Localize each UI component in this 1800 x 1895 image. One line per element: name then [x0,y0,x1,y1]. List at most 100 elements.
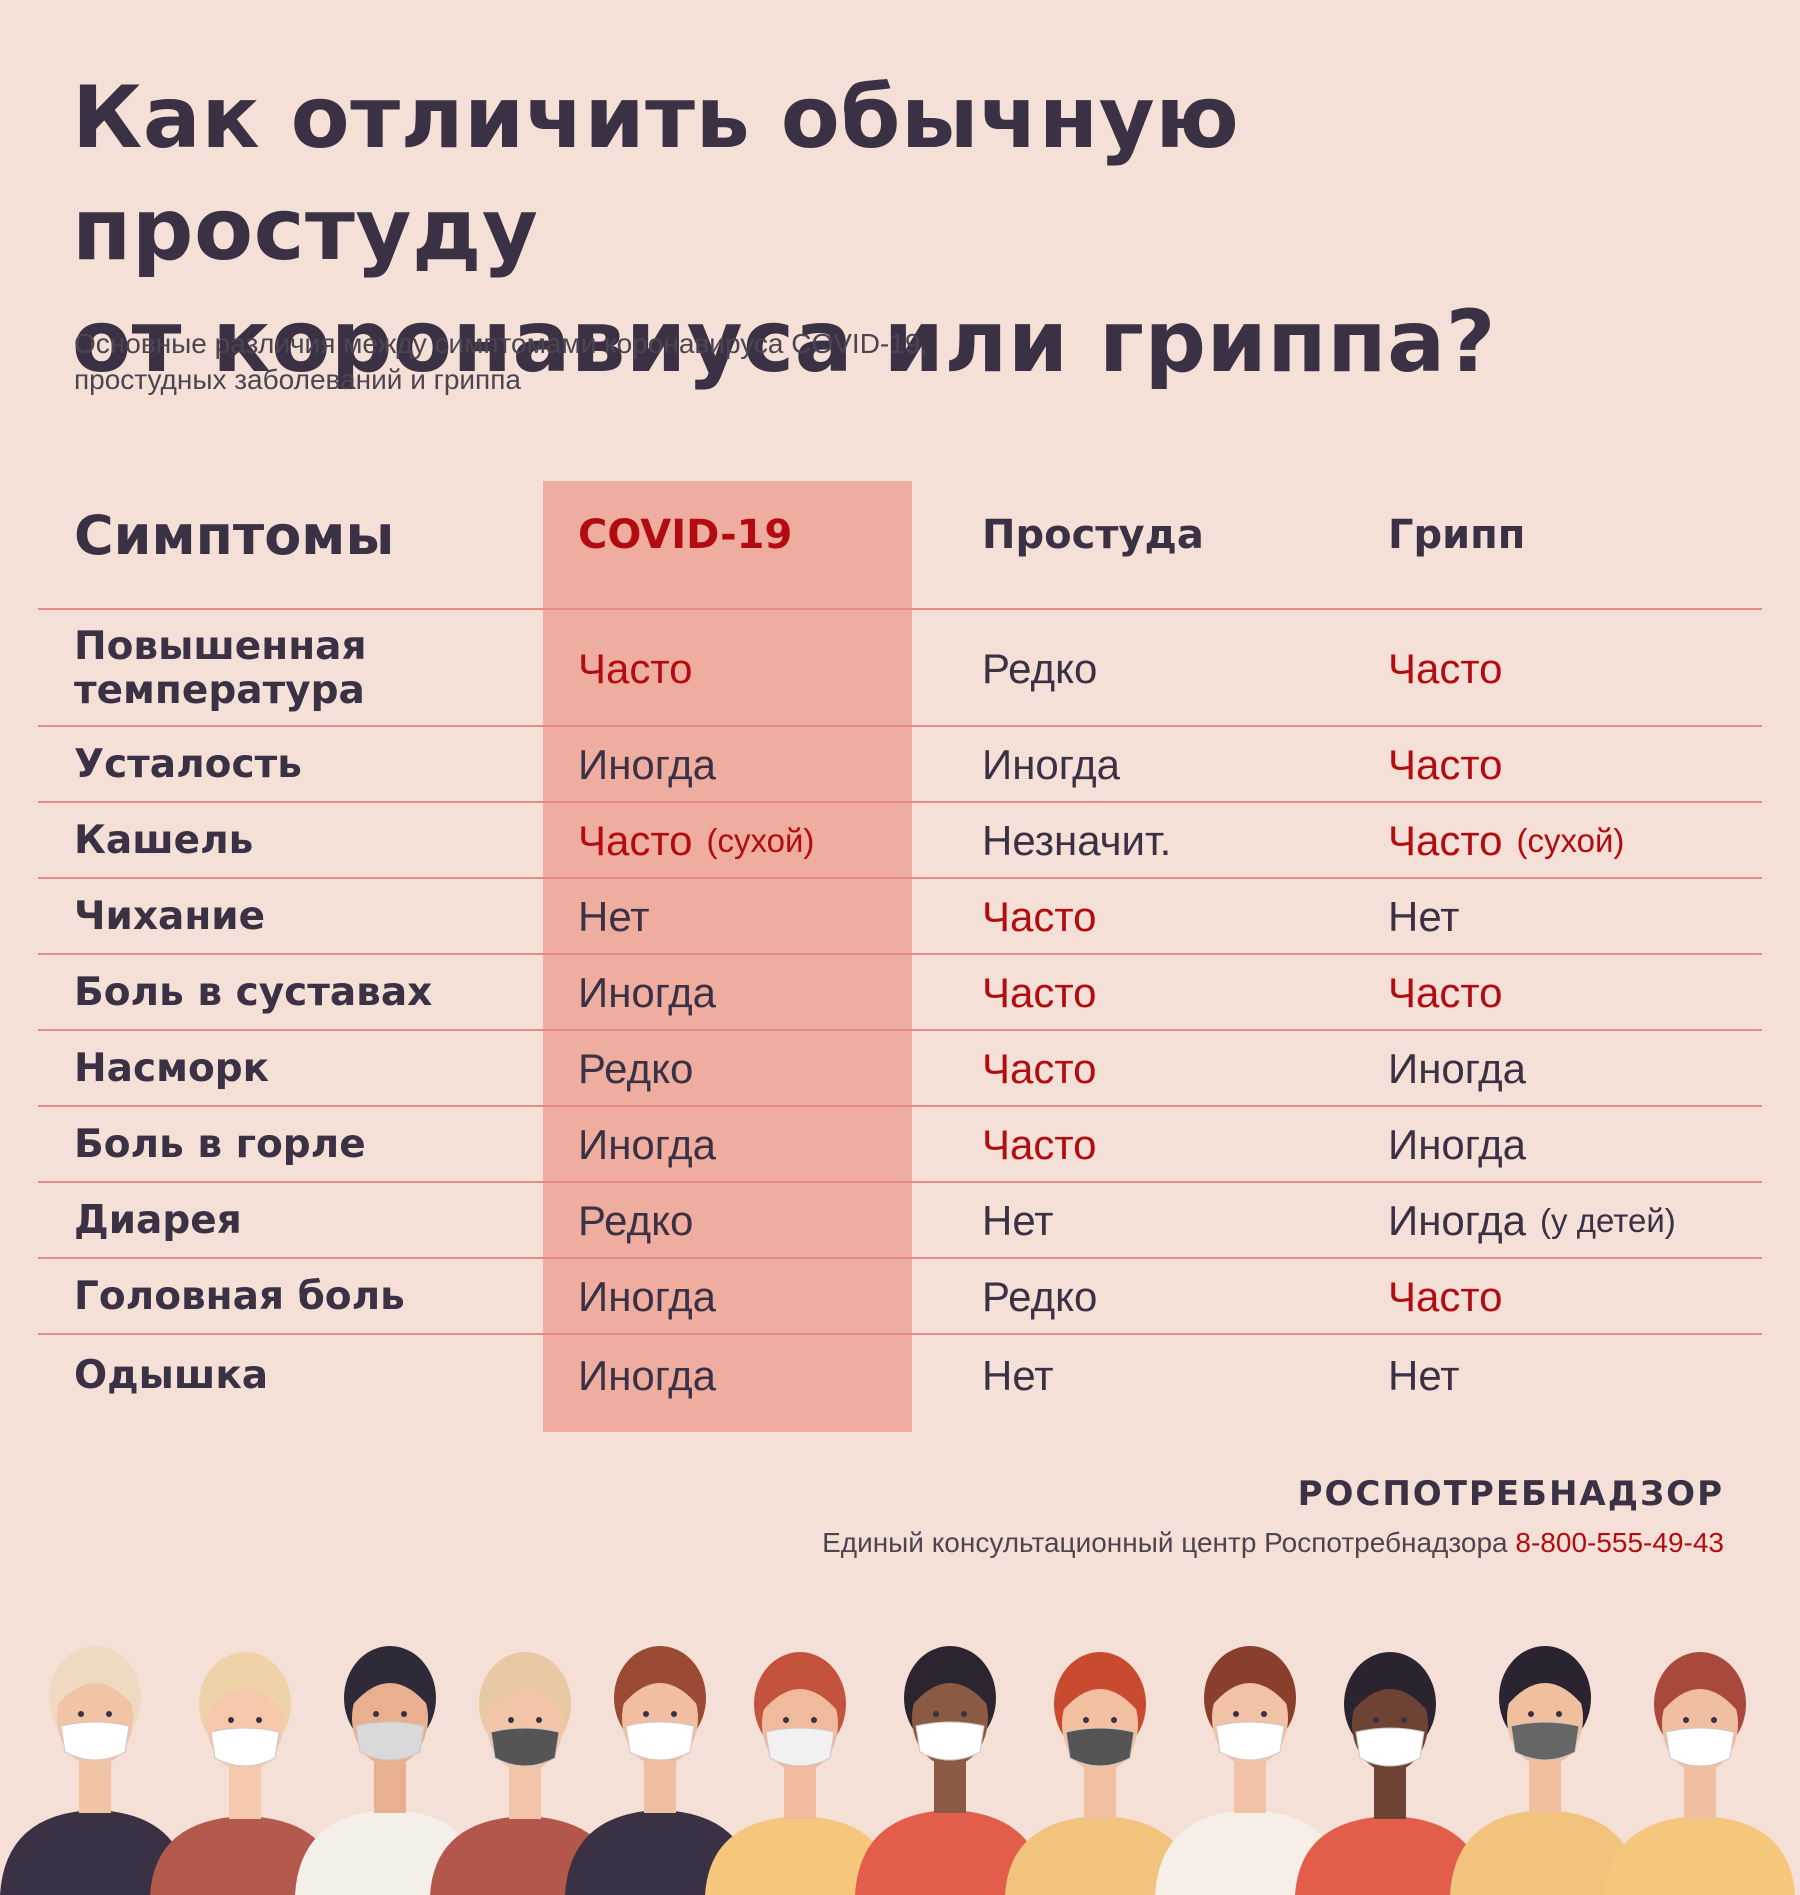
cell-covid-value: Редко [578,1197,694,1244]
org-name: РОСПОТРЕБНАДЗОР [1297,1474,1724,1514]
cell-cold: Часто [982,955,1096,1031]
title-line-1: Как отличить обычную простуду [72,68,1240,280]
cell-cold-value: Часто [982,969,1097,1016]
cell-flu: Часто [1388,1259,1502,1335]
cell-flu-value: Часто [1388,969,1503,1016]
row-divider [38,608,1762,610]
person-neck [1084,1764,1116,1819]
person-eye [643,1711,649,1717]
cell-flu-value: Нет [1388,893,1460,940]
cell-cold: Редко [982,1259,1097,1335]
cell-flu: Нет [1388,879,1460,955]
person-figure [150,1652,340,1895]
person-body [855,1810,1045,1895]
covid-column-highlight [543,481,912,1432]
cell-covid-value: Часто [578,817,693,864]
person-neck [1684,1764,1716,1819]
person-hair-top [1209,1650,1291,1708]
face-mask-icon [1355,1727,1425,1767]
cell-symptom: Усталость [74,742,302,787]
table-row: Одышка Иногда Нет Нет [0,1335,1800,1417]
person-hair-top [1504,1650,1586,1708]
contact-line: Единый консультационный центр Роспотребн… [822,1527,1724,1559]
header-flu: Грипп [1388,512,1526,558]
cell-flu: Иногда (у детей) [1388,1183,1676,1259]
person-eye [811,1717,817,1723]
person-figure [1450,1646,1640,1895]
contact-text: Единый консультационный центр Роспотребн… [822,1527,1508,1558]
cell-cold-value: Иногда [982,741,1121,788]
cell-cold: Часто [982,1107,1096,1183]
people-illustration [0,1646,1795,1895]
cell-symptom: Насморк [74,1046,270,1091]
person-eye [1401,1717,1407,1723]
face-mask-icon [1065,1727,1135,1767]
person-figure [0,1646,190,1895]
cell-cold: Иногда [982,727,1120,803]
face-mask-icon [1510,1721,1580,1761]
person-body [150,1816,340,1895]
person-eye [961,1711,967,1717]
row-divider [38,953,1762,955]
page-title: Как отличить обычную простуду от коронав… [72,62,1722,398]
cell-cold: Часто [982,1031,1096,1107]
person-eye [1711,1717,1717,1723]
cell-symptom: Диарея [74,1198,242,1243]
cell-covid: Иногда [578,955,716,1031]
cell-covid-value: Иногда [578,1352,717,1399]
subtitle: Основные различия между симптомами корон… [74,326,1274,398]
person-body [0,1810,190,1895]
row-divider [38,1029,1762,1031]
person-body [1295,1816,1485,1895]
person-eye [783,1717,789,1723]
person-neck [509,1764,541,1819]
face-mask-icon [625,1721,695,1761]
row-divider [38,1181,1762,1183]
header-cold: Простуда [982,512,1204,558]
table-row: Кашель Часто (сухой) Незначит. Часто (сухой) [0,803,1800,879]
cell-flu: Иногда [1388,1031,1526,1107]
cell-flu-value: Часто [1388,741,1503,788]
person-eye [508,1717,514,1723]
cell-cold-value: Часто [982,1121,1097,1168]
cell-symptom: Боль в суставах [74,970,433,1015]
person-figure [1005,1652,1195,1895]
table-row: Чихание Нет Часто Нет [0,879,1800,955]
person-body [705,1816,895,1895]
person-figure [1155,1646,1345,1895]
cell-flu-value: Иногда [1388,1121,1527,1168]
cell-cold: Часто [982,879,1096,955]
face-mask-icon [210,1727,280,1767]
person-eye [1233,1711,1239,1717]
person-eye [933,1711,939,1717]
cell-covid: Часто [578,610,692,727]
table-row: Боль в горле Иногда Часто Иногда [0,1107,1800,1183]
cell-cold-value: Часто [982,893,1097,940]
cell-flu-value: Часто [1388,817,1503,864]
contact-phone: 8-800-555-49-43 [1515,1527,1724,1558]
cell-covid: Иногда [578,1335,716,1417]
person-eye [1556,1711,1562,1717]
face-mask-icon [1665,1727,1735,1767]
cell-cold: Редко [982,610,1097,727]
cell-symptom: Боль в горле [74,1122,366,1167]
cell-flu-value: Часто [1388,1273,1503,1320]
person-eye [671,1711,677,1717]
cell-covid: Часто (сухой) [578,803,814,879]
table-row: Головная боль Иногда Редко Часто [0,1259,1800,1335]
cell-flu-value: Нет [1388,1352,1460,1399]
person-figure [565,1646,755,1895]
person-neck [1529,1758,1561,1813]
cell-covid-value: Иногда [578,741,717,788]
person-eye [1261,1711,1267,1717]
person-eye [1373,1717,1379,1723]
person-hair-top [204,1656,286,1714]
cell-flu-value: Иногда [1388,1045,1527,1092]
person-hair-top [349,1650,431,1708]
person-body [1005,1816,1195,1895]
cell-symptom: Одышка [74,1353,269,1398]
cell-cold-value: Часто [982,1045,1097,1092]
person-neck [784,1764,816,1819]
cell-symptom: Кашель [74,818,254,863]
cell-covid-value: Редко [578,1045,694,1092]
